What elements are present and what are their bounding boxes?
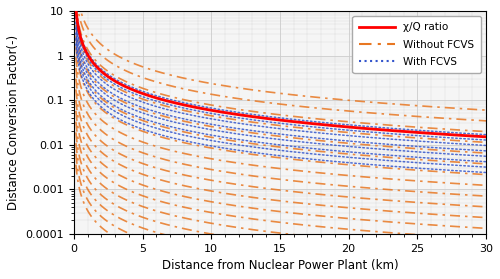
Legend: χ/Q ratio, Without FCVS, With FCVS: χ/Q ratio, Without FCVS, With FCVS xyxy=(352,16,481,73)
Y-axis label: Distance Conversion Factor(-): Distance Conversion Factor(-) xyxy=(7,35,20,210)
X-axis label: Distance from Nuclear Power Plant (km): Distance from Nuclear Power Plant (km) xyxy=(162,259,398,272)
